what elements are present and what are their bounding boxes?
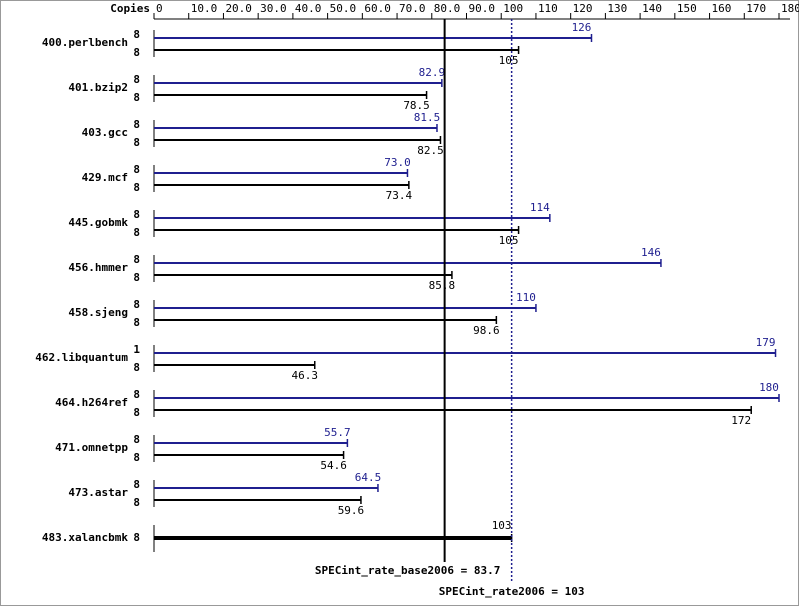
copies-header: Copies: [110, 2, 150, 15]
x-tick-label: 0: [156, 2, 163, 15]
copies-label: 8: [133, 406, 140, 419]
benchmark-label: 473.astar: [68, 486, 128, 499]
value-label: 180: [759, 381, 779, 394]
value-label: 54.6: [320, 459, 347, 472]
benchmark-label: 471.omnetpp: [55, 441, 128, 454]
copies-label: 8: [133, 163, 140, 176]
x-tick-label: 110: [538, 2, 558, 15]
value-label: 73.4: [386, 189, 413, 202]
x-tick-label: 180: [781, 2, 799, 15]
copies-label: 8: [133, 271, 140, 284]
x-tick-label: 50.0: [330, 2, 357, 15]
value-label: 59.6: [338, 504, 365, 517]
benchmark-label: 462.libquantum: [35, 351, 128, 364]
x-tick-label: 90.0: [469, 2, 496, 15]
copies-label: 8: [133, 226, 140, 239]
copies-label: 8: [133, 181, 140, 194]
benchmark-label: 456.hmmer: [68, 261, 128, 274]
x-tick-label: 30.0: [260, 2, 287, 15]
copies-label: 8: [133, 388, 140, 401]
x-tick-label: 20.0: [225, 2, 252, 15]
value-label: 103: [492, 519, 512, 532]
summary-label: SPECint_rate2006 = 103: [439, 585, 585, 598]
copies-label: 8: [133, 451, 140, 464]
x-tick-label: 40.0: [295, 2, 322, 15]
copies-label: 8: [133, 73, 140, 86]
value-label: 82.9: [419, 66, 446, 79]
value-label: 46.3: [292, 369, 319, 382]
x-tick-label: 60.0: [364, 2, 391, 15]
copies-label: 8: [133, 253, 140, 266]
copies-label: 8: [133, 91, 140, 104]
copies-label: 8: [133, 46, 140, 59]
copies-label: 8: [133, 316, 140, 329]
copies-label: 8: [133, 496, 140, 509]
value-label: 55.7: [324, 426, 351, 439]
copies-label: 8: [133, 118, 140, 131]
copies-label: 1: [133, 343, 140, 356]
benchmark-label: 483.xalancbmk: [42, 531, 128, 544]
copies-label: 8: [133, 531, 140, 544]
copies-label: 8: [133, 28, 140, 41]
x-tick-label: 120: [573, 2, 593, 15]
x-tick-label: 130: [607, 2, 627, 15]
benchmark-label: 445.gobmk: [68, 216, 128, 229]
value-label: 105: [499, 234, 519, 247]
copies-label: 8: [133, 136, 140, 149]
value-label: 179: [756, 336, 776, 349]
value-label: 78.5: [403, 99, 430, 112]
copies-label: 8: [133, 478, 140, 491]
benchmark-label: 429.mcf: [82, 171, 128, 184]
copies-label: 8: [133, 208, 140, 221]
x-tick-label: 140: [642, 2, 662, 15]
value-label: 105: [499, 54, 519, 67]
value-label: 82.5: [417, 144, 444, 157]
value-label: 114: [530, 201, 550, 214]
summary-label: SPECint_rate_base2006 = 83.7: [315, 564, 500, 577]
benchmark-label: 400.perlbench: [42, 36, 128, 49]
value-label: 73.0: [384, 156, 411, 169]
value-label: 172: [731, 414, 751, 427]
benchmark-label: 464.h264ref: [55, 396, 128, 409]
x-tick-label: 160: [712, 2, 732, 15]
benchmark-label: 401.bzip2: [68, 81, 128, 94]
value-label: 85.8: [429, 279, 456, 292]
x-tick-label: 170: [746, 2, 766, 15]
benchmark-label: 458.sjeng: [68, 306, 128, 319]
value-label: 64.5: [355, 471, 382, 484]
value-label: 98.6: [473, 324, 500, 337]
copies-label: 8: [133, 361, 140, 374]
value-label: 126: [572, 21, 592, 34]
value-label: 146: [641, 246, 661, 259]
copies-label: 8: [133, 433, 140, 446]
value-label: 81.5: [414, 111, 441, 124]
x-tick-label: 10.0: [191, 2, 218, 15]
x-tick-label: 150: [677, 2, 697, 15]
x-tick-label: 70.0: [399, 2, 426, 15]
benchmark-label: 403.gcc: [82, 126, 128, 139]
value-label: 110: [516, 291, 536, 304]
x-tick-label: 80.0: [434, 2, 461, 15]
copies-label: 8: [133, 298, 140, 311]
x-tick-label: 100: [503, 2, 523, 15]
